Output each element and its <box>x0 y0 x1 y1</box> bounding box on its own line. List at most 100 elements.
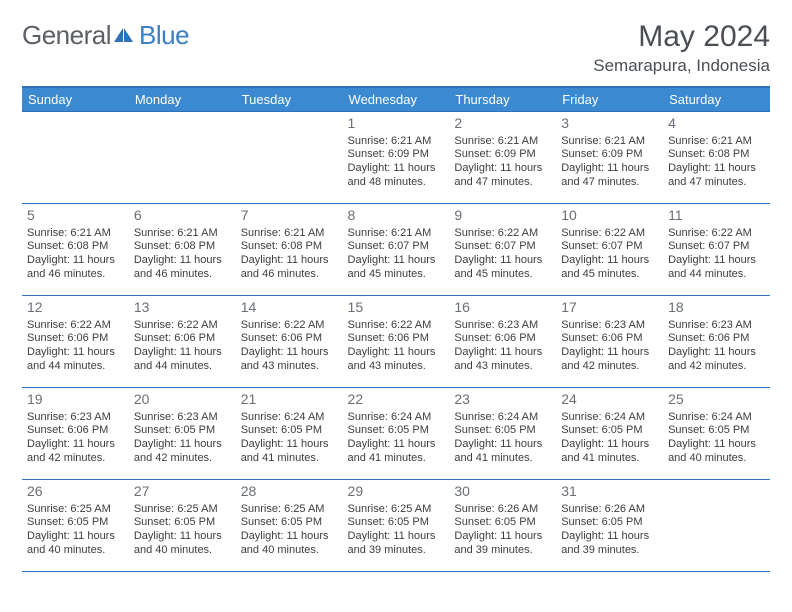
sunset-line: Sunset: 6:08 PM <box>134 240 231 254</box>
sunrise-line: Sunrise: 6:25 AM <box>348 503 445 517</box>
sunset-line: Sunset: 6:07 PM <box>561 240 658 254</box>
sunrise-line: Sunrise: 6:23 AM <box>668 319 765 333</box>
sunset-line: Sunset: 6:07 PM <box>454 240 551 254</box>
sunrise-line: Sunrise: 6:24 AM <box>241 411 338 425</box>
sunrise-line: Sunrise: 6:25 AM <box>27 503 124 517</box>
sunrise-line: Sunrise: 6:21 AM <box>348 135 445 149</box>
day-number: 27 <box>134 483 231 501</box>
calendar-empty-cell <box>236 112 343 204</box>
weekday-header: Thursday <box>449 87 556 112</box>
sunrise-line: Sunrise: 6:22 AM <box>668 227 765 241</box>
sunset-line: Sunset: 6:09 PM <box>348 148 445 162</box>
day-number: 16 <box>454 299 551 317</box>
sunset-line: Sunset: 6:05 PM <box>134 516 231 530</box>
sunset-line: Sunset: 6:05 PM <box>454 424 551 438</box>
calendar-day-cell: 18Sunrise: 6:23 AMSunset: 6:06 PMDayligh… <box>663 296 770 388</box>
calendar-day-cell: 14Sunrise: 6:22 AMSunset: 6:06 PMDayligh… <box>236 296 343 388</box>
sunset-line: Sunset: 6:09 PM <box>454 148 551 162</box>
sunset-line: Sunset: 6:05 PM <box>134 424 231 438</box>
title-block: May 2024 Semarapura, Indonesia <box>593 20 770 76</box>
daylight-line: Daylight: 11 hours and 40 minutes. <box>27 530 124 558</box>
daylight-line: Daylight: 11 hours and 47 minutes. <box>454 162 551 190</box>
calendar-day-cell: 9Sunrise: 6:22 AMSunset: 6:07 PMDaylight… <box>449 204 556 296</box>
sunrise-line: Sunrise: 6:22 AM <box>348 319 445 333</box>
day-number: 7 <box>241 207 338 225</box>
day-number: 31 <box>561 483 658 501</box>
sunset-line: Sunset: 6:05 PM <box>241 424 338 438</box>
day-number: 23 <box>454 391 551 409</box>
sunrise-line: Sunrise: 6:25 AM <box>134 503 231 517</box>
sunset-line: Sunset: 6:05 PM <box>454 516 551 530</box>
sunset-line: Sunset: 6:06 PM <box>27 332 124 346</box>
calendar-day-cell: 13Sunrise: 6:22 AMSunset: 6:06 PMDayligh… <box>129 296 236 388</box>
calendar-day-cell: 26Sunrise: 6:25 AMSunset: 6:05 PMDayligh… <box>22 480 129 572</box>
day-number: 12 <box>27 299 124 317</box>
calendar-day-cell: 11Sunrise: 6:22 AMSunset: 6:07 PMDayligh… <box>663 204 770 296</box>
calendar-table: SundayMondayTuesdayWednesdayThursdayFrid… <box>22 86 770 572</box>
sunrise-line: Sunrise: 6:21 AM <box>348 227 445 241</box>
logo: General Blue <box>22 20 189 51</box>
sunrise-line: Sunrise: 6:21 AM <box>454 135 551 149</box>
calendar-day-cell: 23Sunrise: 6:24 AMSunset: 6:05 PMDayligh… <box>449 388 556 480</box>
daylight-line: Daylight: 11 hours and 40 minutes. <box>134 530 231 558</box>
sunrise-line: Sunrise: 6:21 AM <box>561 135 658 149</box>
daylight-line: Daylight: 11 hours and 40 minutes. <box>241 530 338 558</box>
daylight-line: Daylight: 11 hours and 41 minutes. <box>454 438 551 466</box>
calendar-day-cell: 5 Sunrise: 6:21 AMSunset: 6:08 PMDaylight… <box>22 204 129 296</box>
daylight-line: Daylight: 11 hours and 42 minutes. <box>134 438 231 466</box>
day-number: 30 <box>454 483 551 501</box>
calendar-day-cell: 30Sunrise: 6:26 AMSunset: 6:05 PMDayligh… <box>449 480 556 572</box>
day-number: 17 <box>561 299 658 317</box>
daylight-line: Daylight: 11 hours and 41 minutes. <box>241 438 338 466</box>
daylight-line: Daylight: 11 hours and 43 minutes. <box>241 346 338 374</box>
day-number: 13 <box>134 299 231 317</box>
day-number: 4 <box>668 115 765 133</box>
calendar-empty-cell <box>663 480 770 572</box>
sunset-line: Sunset: 6:09 PM <box>561 148 658 162</box>
sunrise-line: Sunrise: 6:23 AM <box>27 411 124 425</box>
logo-text-2: Blue <box>139 20 189 51</box>
sunset-line: Sunset: 6:05 PM <box>561 424 658 438</box>
daylight-line: Daylight: 11 hours and 44 minutes. <box>27 346 124 374</box>
daylight-line: Daylight: 11 hours and 41 minutes. <box>561 438 658 466</box>
calendar-day-cell: 19Sunrise: 6:23 AMSunset: 6:06 PMDayligh… <box>22 388 129 480</box>
day-number: 18 <box>668 299 765 317</box>
calendar-day-cell: 15Sunrise: 6:22 AMSunset: 6:06 PMDayligh… <box>343 296 450 388</box>
sunset-line: Sunset: 6:05 PM <box>348 516 445 530</box>
daylight-line: Daylight: 11 hours and 48 minutes. <box>348 162 445 190</box>
day-number: 5 <box>27 207 124 225</box>
calendar-day-cell: 1Sunrise: 6:21 AMSunset: 6:09 PMDaylight… <box>343 112 450 204</box>
calendar-week-row: 19Sunrise: 6:23 AMSunset: 6:06 PMDayligh… <box>22 388 770 480</box>
calendar-day-cell: 7Sunrise: 6:21 AMSunset: 6:08 PMDaylight… <box>236 204 343 296</box>
daylight-line: Daylight: 11 hours and 46 minutes. <box>27 254 124 282</box>
calendar-day-cell: 22Sunrise: 6:24 AMSunset: 6:05 PMDayligh… <box>343 388 450 480</box>
sunset-line: Sunset: 6:06 PM <box>668 332 765 346</box>
day-number: 26 <box>27 483 124 501</box>
daylight-line: Daylight: 11 hours and 39 minutes. <box>454 530 551 558</box>
day-number: 29 <box>348 483 445 501</box>
calendar-week-row: 26Sunrise: 6:25 AMSunset: 6:05 PMDayligh… <box>22 480 770 572</box>
sunset-line: Sunset: 6:07 PM <box>668 240 765 254</box>
sunset-line: Sunset: 6:06 PM <box>241 332 338 346</box>
sunrise-line: Sunrise: 6:22 AM <box>27 319 124 333</box>
weekday-header: Tuesday <box>236 87 343 112</box>
day-number: 25 <box>668 391 765 409</box>
daylight-line: Daylight: 11 hours and 47 minutes. <box>668 162 765 190</box>
calendar-day-cell: 28Sunrise: 6:25 AMSunset: 6:05 PMDayligh… <box>236 480 343 572</box>
daylight-line: Daylight: 11 hours and 39 minutes. <box>348 530 445 558</box>
calendar-week-row: 12Sunrise: 6:22 AMSunset: 6:06 PMDayligh… <box>22 296 770 388</box>
daylight-line: Daylight: 11 hours and 45 minutes. <box>348 254 445 282</box>
calendar-day-cell: 10Sunrise: 6:22 AMSunset: 6:07 PMDayligh… <box>556 204 663 296</box>
weekday-header: Saturday <box>663 87 770 112</box>
header: General Blue May 2024 Semarapura, Indone… <box>22 20 770 76</box>
daylight-line: Daylight: 11 hours and 42 minutes. <box>561 346 658 374</box>
day-number: 2 <box>454 115 551 133</box>
day-number: 10 <box>561 207 658 225</box>
sunset-line: Sunset: 6:05 PM <box>241 516 338 530</box>
daylight-line: Daylight: 11 hours and 44 minutes. <box>134 346 231 374</box>
day-number: 21 <box>241 391 338 409</box>
sunrise-line: Sunrise: 6:23 AM <box>134 411 231 425</box>
daylight-line: Daylight: 11 hours and 44 minutes. <box>668 254 765 282</box>
sunrise-line: Sunrise: 6:21 AM <box>27 227 124 241</box>
sunset-line: Sunset: 6:08 PM <box>27 240 124 254</box>
